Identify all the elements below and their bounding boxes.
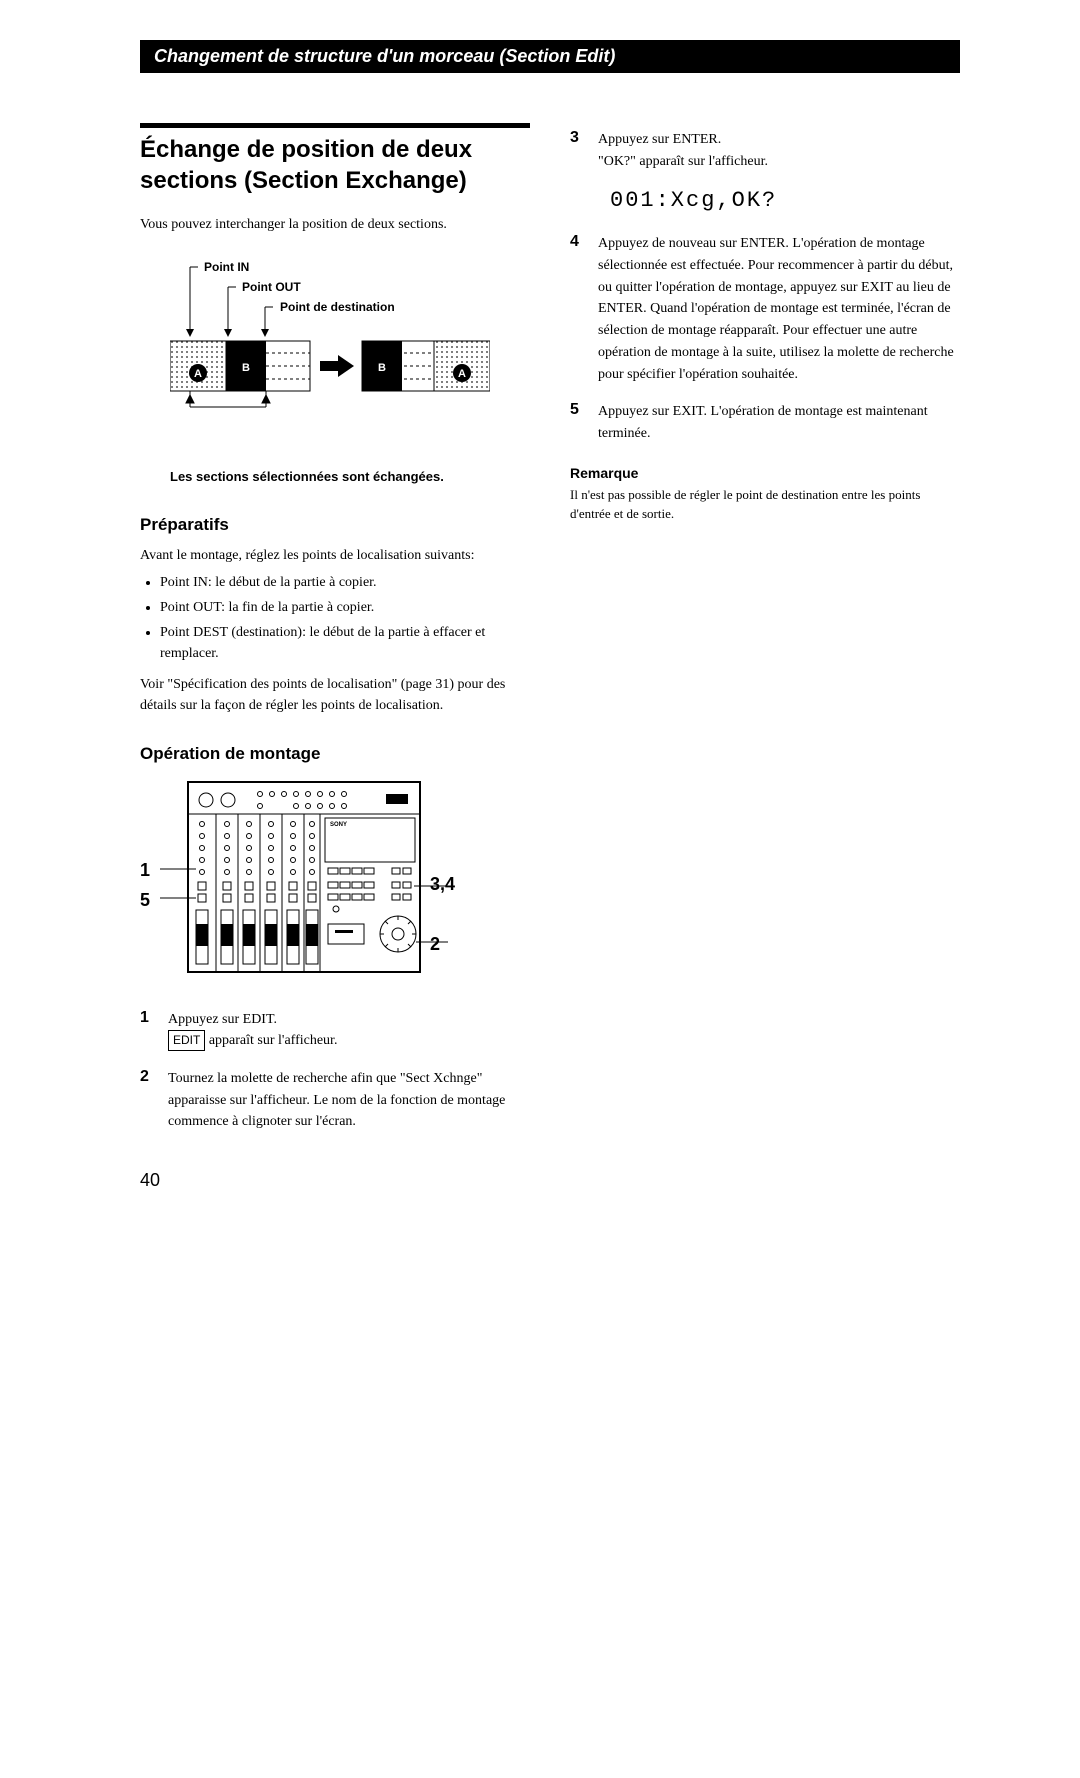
label-point-dest: Point de destination (280, 300, 395, 314)
step-1: 1 Appuyez sur EDIT. EDIT apparaît sur l'… (140, 1009, 530, 1052)
step-number: 1 (140, 1009, 156, 1052)
step5-body: Appuyez sur EXIT. L'opération de montage… (598, 401, 960, 444)
step1-line1: Appuyez sur EDIT. (168, 1012, 277, 1027)
callout-2: 2 (430, 934, 440, 955)
step-4: 4 Appuyez de nouveau sur ENTER. L'opérat… (570, 233, 960, 385)
rule-top (140, 123, 530, 128)
svg-text:A: A (458, 368, 466, 380)
step-number: 5 (570, 401, 586, 444)
step-2: 2 Tournez la molette de recherche afin q… (140, 1068, 530, 1133)
page-number: 40 (140, 1170, 160, 1191)
svg-text:SONY: SONY (330, 822, 347, 828)
label-point-in: Point IN (204, 260, 249, 274)
heading-preparatifs: Préparatifs (140, 515, 530, 535)
svg-text:B: B (242, 362, 250, 374)
diagram1-caption: Les sections sélectionnées sont échangée… (170, 468, 530, 486)
svg-text:A: A (194, 368, 202, 380)
header-bar: Changement de structure d'un morceau (Se… (140, 40, 960, 73)
svg-text:B: B (378, 362, 386, 374)
step-number: 3 (570, 129, 586, 172)
diagram-section-exchange: Point IN Point OUT Point de destination (170, 255, 530, 486)
note-body: Il n'est pas possible de régler le point… (570, 485, 960, 524)
step4-body: Appuyez de nouveau sur ENTER. L'opératio… (598, 233, 960, 385)
edit-chip: EDIT (168, 1030, 205, 1051)
lcd-display: 001:Xcg,OK? (610, 188, 960, 213)
step-number: 4 (570, 233, 586, 385)
step2-body: Tournez la molette de recherche afin que… (168, 1068, 530, 1133)
prep-after: Voir "Spécification des points de locali… (140, 674, 530, 716)
step-5: 5 Appuyez sur EXIT. L'opération de monta… (570, 401, 960, 444)
step3-line2: "OK?" apparaît sur l'afficheur. (598, 154, 768, 169)
callout-5: 5 (140, 890, 150, 911)
note-heading: Remarque (570, 465, 960, 481)
section-title: Échange de position de deux sections (Se… (140, 134, 530, 196)
callout-34: 3,4 (430, 874, 455, 895)
step1-line2: apparaît sur l'afficheur. (205, 1033, 337, 1048)
bullet-item: Point OUT: la fin de la partie à copier. (160, 597, 530, 618)
step-number: 2 (140, 1068, 156, 1133)
label-point-out: Point OUT (242, 280, 301, 294)
prep-intro: Avant le montage, réglez les points de l… (140, 545, 530, 566)
bullet-item: Point DEST (destination): le début de la… (160, 622, 530, 664)
diagram-device: 1 5 3,4 2 (140, 774, 530, 989)
intro-text: Vous pouvez interchanger la position de … (140, 214, 530, 235)
heading-operation: Opération de montage (140, 744, 530, 764)
callout-1: 1 (140, 860, 150, 881)
step3-line1: Appuyez sur ENTER. (598, 132, 721, 147)
prep-bullets: Point IN: le début de la partie à copier… (140, 572, 530, 664)
bullet-item: Point IN: le début de la partie à copier… (160, 572, 530, 593)
step-3: 3 Appuyez sur ENTER. "OK?" apparaît sur … (570, 129, 960, 172)
